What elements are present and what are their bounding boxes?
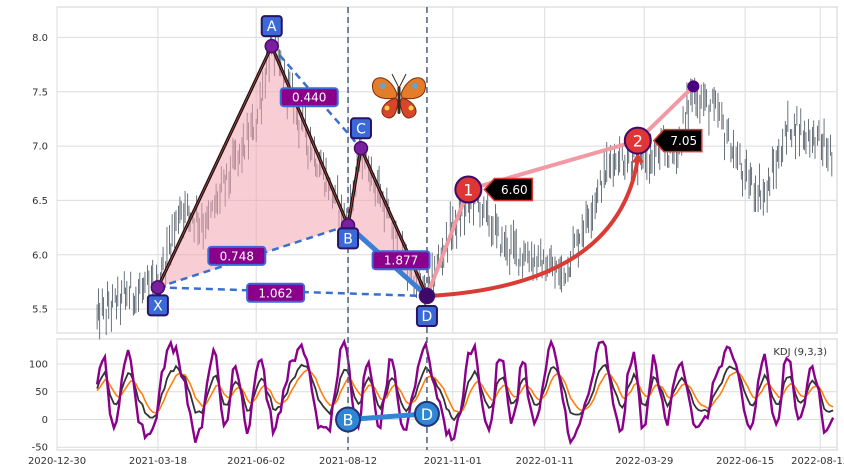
kdj-marker-label: B bbox=[343, 410, 354, 429]
curved-arrow-head bbox=[631, 152, 644, 163]
curved-arrow bbox=[426, 158, 640, 299]
dashed-a-c bbox=[270, 45, 362, 150]
target-value-tag bbox=[652, 128, 703, 153]
point-label: D bbox=[422, 309, 433, 325]
x-tick-label: 2021-08-12 bbox=[319, 456, 377, 467]
x-tick-label: 2021-11-01 bbox=[424, 456, 482, 467]
x-tick-label: 2022-06-15 bbox=[716, 456, 774, 467]
price-y-tick: 7.5 bbox=[32, 87, 48, 98]
point-marker-c bbox=[353, 141, 369, 156]
x-tick-label: 2022-03-29 bbox=[615, 456, 673, 467]
triangle-xab bbox=[157, 46, 349, 288]
kdj-legend: KDJ (9,3,3) bbox=[773, 347, 827, 358]
price-y-tick: 7.0 bbox=[32, 142, 48, 153]
point-marker-a bbox=[264, 38, 279, 54]
price-y-tick: 5.5 bbox=[32, 305, 48, 316]
kdj-marker bbox=[335, 406, 362, 433]
target-circle bbox=[623, 126, 652, 155]
ratio-label: 1.062 bbox=[258, 286, 292, 300]
target-value: 7.05 bbox=[670, 134, 697, 148]
point-label-box bbox=[415, 305, 438, 328]
pattern-leg-inner bbox=[271, 45, 349, 226]
point-label: C bbox=[356, 121, 366, 137]
pattern-leg-inner bbox=[347, 148, 362, 226]
ratio-label: 0.748 bbox=[220, 249, 254, 263]
kdj-y-tick: 50 bbox=[35, 387, 48, 398]
target-value-tag bbox=[483, 177, 534, 202]
ratio-label: 1.877 bbox=[384, 254, 418, 268]
point-label-box bbox=[337, 227, 360, 250]
end-marker bbox=[687, 80, 700, 93]
pattern-leg-inner bbox=[360, 148, 428, 297]
price-y-tick: 6.5 bbox=[32, 196, 48, 207]
ratio-box bbox=[279, 87, 339, 108]
price-y-tick: 8.0 bbox=[32, 33, 48, 44]
target-number: 1 bbox=[463, 181, 473, 200]
target-number: 2 bbox=[633, 132, 643, 151]
ratio-box bbox=[371, 250, 431, 271]
point-label: X bbox=[153, 298, 163, 314]
butterfly-icon bbox=[372, 73, 426, 119]
target-value: 6.60 bbox=[501, 183, 528, 197]
kdj-j-line bbox=[95, 338, 835, 446]
point-label-box bbox=[260, 15, 283, 38]
target-circle bbox=[454, 175, 483, 204]
ratio-box bbox=[207, 245, 267, 266]
x-tick-label: 2022-01-11 bbox=[516, 456, 574, 467]
x-tick-label: 2020-12-30 bbox=[28, 456, 86, 467]
point-label: A bbox=[267, 19, 277, 35]
x-tick-label: 2021-06-02 bbox=[227, 456, 285, 467]
kdj-y-tick: 0 bbox=[42, 415, 48, 426]
ratio-label: 0.440 bbox=[292, 91, 326, 105]
x-tick-label: 2021-03-18 bbox=[129, 456, 187, 467]
point-label-box bbox=[146, 294, 169, 317]
pattern-leg-inner bbox=[157, 45, 273, 288]
point-marker-d bbox=[418, 287, 436, 305]
ratio-box bbox=[246, 282, 306, 303]
price-panel bbox=[56, 6, 838, 334]
price-y-tick: 6.0 bbox=[32, 250, 48, 261]
kdj-lines bbox=[95, 338, 835, 446]
kdj-marker bbox=[413, 400, 440, 427]
kdj-b-d-line bbox=[347, 411, 428, 422]
point-label-box bbox=[349, 117, 372, 140]
kdj-y-tick: -50 bbox=[32, 443, 48, 454]
point-label: B bbox=[343, 231, 353, 247]
x-tick-label: 2022-08-12 bbox=[791, 456, 844, 467]
kdj-marker-label: D bbox=[421, 405, 433, 424]
point-marker-x bbox=[150, 280, 166, 295]
target1-line bbox=[425, 188, 471, 297]
kdj-y-tick: 100 bbox=[29, 359, 48, 370]
